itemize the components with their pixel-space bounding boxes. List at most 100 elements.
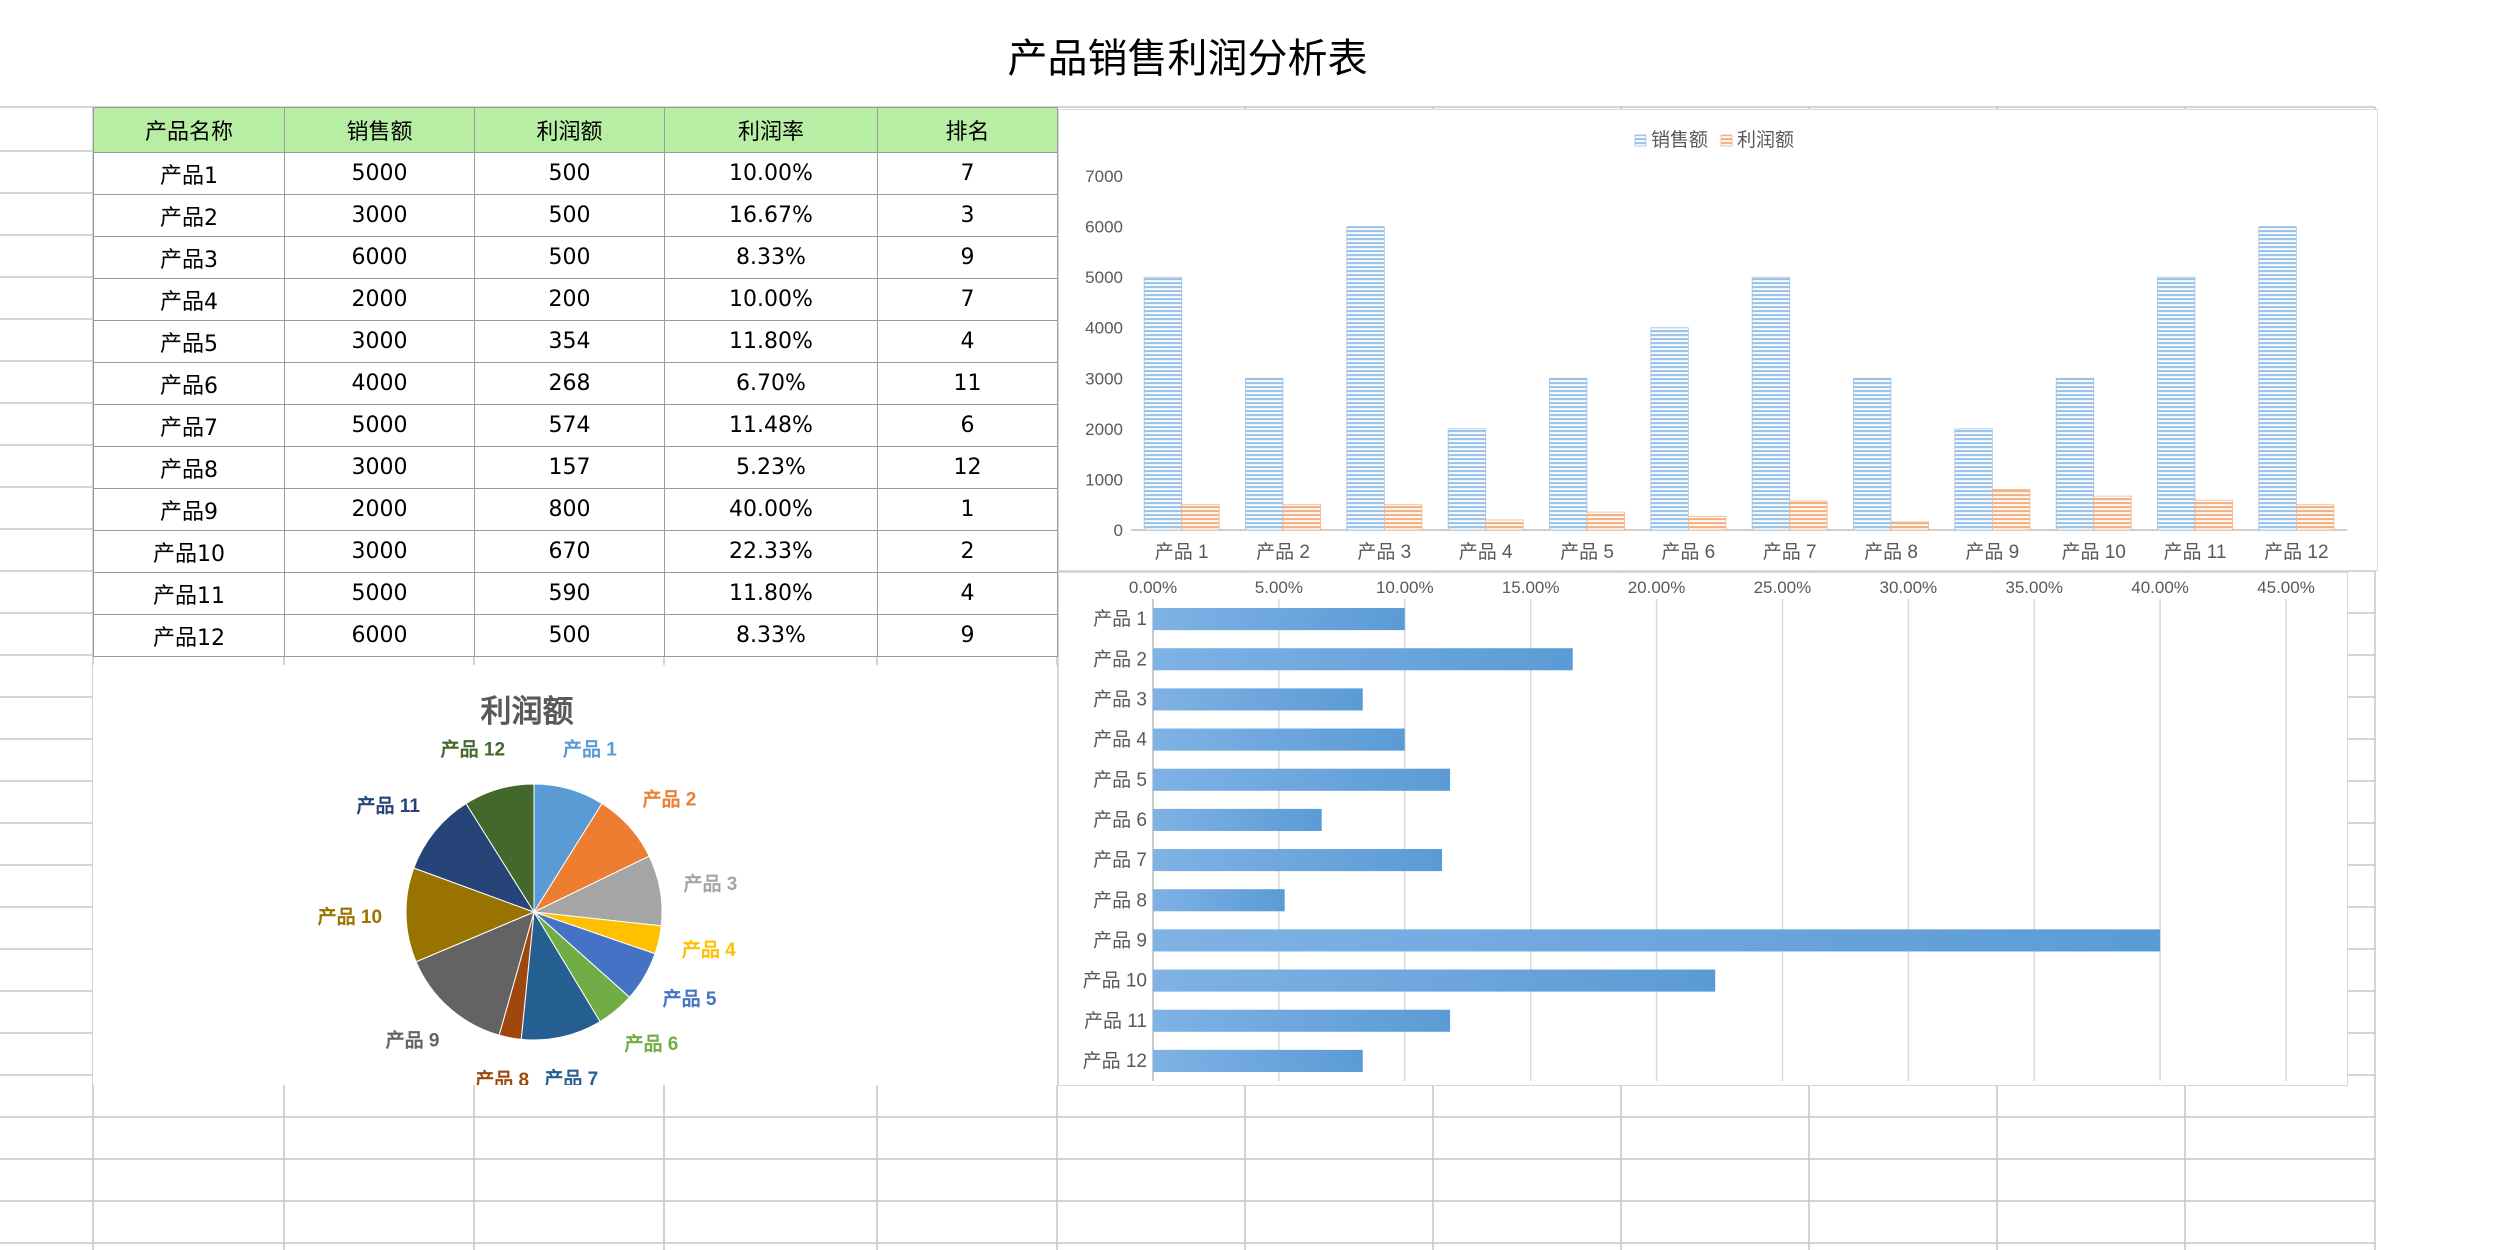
bar-profit [2194,499,2233,531]
bar-profit [1991,489,2031,531]
table-cell[interactable]: 产品5 [93,320,285,363]
table-cell[interactable]: 产品8 [93,446,285,489]
bar-profit [1687,516,1727,531]
table-cell[interactable]: 3000 [284,446,475,489]
table-cell[interactable]: 268 [474,362,665,405]
table-cell[interactable]: 产品1 [93,152,285,195]
table-cell[interactable]: 产品3 [93,236,285,279]
table-cell[interactable]: 3 [877,194,1058,237]
table-cell[interactable]: 16.67% [664,194,878,237]
table-cell[interactable]: 9 [877,614,1058,657]
table-cell[interactable]: 7 [877,152,1058,195]
slice-label: 产品 9 [386,1028,440,1051]
table-cell[interactable]: 4 [877,320,1058,363]
table-cell[interactable]: 6 [877,404,1058,447]
bar-sales [1650,327,1689,531]
table-cell[interactable]: 800 [474,488,665,531]
bar-profit [1789,500,1828,531]
table-cell[interactable]: 500 [474,194,665,237]
table-cell[interactable]: 产品9 [93,488,285,531]
column-header[interactable]: 销售额 [284,107,475,153]
table-cell[interactable]: 3000 [284,194,475,237]
table-cell[interactable]: 4 [877,572,1058,615]
x-tick-label: 产品 11 [2163,541,2226,563]
pie-slice [415,911,535,1036]
table-cell[interactable]: 2000 [284,278,475,321]
table-cell[interactable]: 7 [877,278,1058,321]
y-tick-label: 产品 10 [1083,970,1147,992]
x-tick-label: 产品 12 [2264,541,2328,563]
table-cell[interactable]: 8.33% [664,614,878,657]
table-cell[interactable]: 5000 [284,404,475,447]
profit-pie-chart[interactable]: 利润额 产品 1 产品 2 产品 3 产品 4 产品 5 产品 6 产品 7 产品 8 产品 9 产… [93,665,1057,1091]
y-tick-label: 3000 [1085,369,1123,388]
table-cell[interactable]: 574 [474,404,665,447]
x-tick-label: 25.00% [1754,578,1812,597]
table-cell[interactable]: 2 [877,530,1058,573]
x-tick-label: 产品 8 [1864,541,1918,563]
table-cell[interactable]: 40.00% [664,488,878,531]
table-row: 产品5 3000 354 11.80% 4 [93,320,1058,363]
x-tick-label: 5.00% [1255,578,1303,597]
table-cell[interactable]: 9 [877,236,1058,279]
table-cell[interactable]: 3000 [284,530,475,573]
table-cell[interactable]: 3000 [284,320,475,363]
table-cell[interactable]: 6000 [284,236,475,279]
table-cell[interactable]: 500 [474,614,665,657]
y-tick-label: 1000 [1085,470,1123,489]
table-cell[interactable]: 500 [474,152,665,195]
table-cell[interactable]: 11.80% [664,320,878,363]
table-cell[interactable]: 500 [474,236,665,279]
column-header[interactable]: 利润率 [664,107,878,153]
table-cell[interactable]: 590 [474,572,665,615]
table-cell[interactable]: 产品2 [93,194,285,237]
table-cell[interactable]: 5000 [284,572,475,615]
table-cell[interactable]: 22.33% [664,530,878,573]
bar-sales [2157,276,2196,531]
table-cell[interactable]: 10.00% [664,278,878,321]
table-cell[interactable]: 产品10 [93,530,285,573]
bar-sales [1346,226,1385,531]
table-cell[interactable]: 产品12 [93,614,285,657]
column-header[interactable]: 产品名称 [93,107,285,153]
table-cell[interactable]: 157 [474,446,665,489]
pie-slice [413,802,536,913]
table-cell[interactable]: 2000 [284,488,475,531]
column-header[interactable]: 利润额 [474,107,665,153]
table-cell[interactable]: 产品4 [93,278,285,321]
table-cell[interactable]: 产品6 [93,362,285,405]
slice-label: 产品 7 [544,1067,598,1085]
table-cell[interactable]: 12 [877,446,1058,489]
table-cell[interactable]: 200 [474,278,665,321]
table-cell[interactable]: 5000 [284,152,475,195]
slice-label: 产品 8 [475,1068,529,1085]
legend-swatch [1720,134,1733,147]
table-cell[interactable]: 10.00% [664,152,878,195]
table-cell[interactable]: 11 [877,362,1058,405]
bar-sales [2258,226,2297,531]
table-row: 产品11 5000 590 11.80% 4 [93,572,1058,615]
table-cell[interactable]: 产品7 [93,404,285,447]
table-cell[interactable]: 5.23% [664,446,878,489]
table-cell[interactable]: 6.70% [664,362,878,405]
table-cell[interactable]: 8.33% [664,236,878,279]
table-cell[interactable]: 产品11 [93,572,285,615]
bar-profit-rate [1153,608,1405,631]
table-cell[interactable]: 4000 [284,362,475,405]
bar-profit-rate [1153,808,1322,831]
table-cell[interactable]: 670 [474,530,665,573]
table-cell[interactable]: 1 [877,488,1058,531]
sales-profit-bar-chart[interactable]: 0 1000 2000 3000 4000 5000 6000 7000 产品 1 产品 2 产品 … [1058,109,2378,571]
bar-sales [1143,276,1183,531]
table-cell[interactable]: 354 [474,320,665,363]
pie-slice [465,783,535,914]
table-cell[interactable]: 11.80% [664,572,878,615]
table-row: 产品7 5000 574 11.48% 6 [93,404,1058,447]
column-header[interactable]: 排名 [877,107,1058,153]
profit-rate-hbar-chart[interactable]: 0.00% 5.00% 10.00% 15.00% 20.00% 25.00% 30.00%… [1058,572,2348,1086]
legend-swatch [1634,134,1647,147]
slice-label: 产品 2 [643,787,697,810]
table-cell[interactable]: 6000 [284,614,475,657]
bar-profit [1181,504,1220,531]
table-cell[interactable]: 11.48% [664,404,878,447]
